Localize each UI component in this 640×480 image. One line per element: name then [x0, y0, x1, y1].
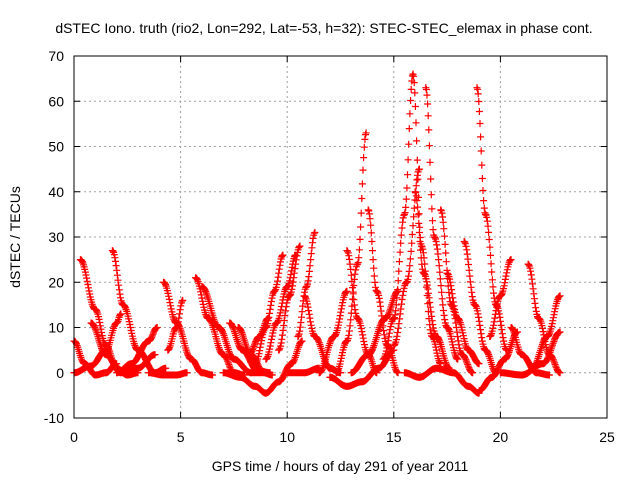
- axis-ticks: 0 5 10 15 20 25 -10 0 10 20 30 40 50 60 70: [44, 48, 615, 445]
- y-tick-label: -10: [44, 410, 64, 426]
- series-trace: [401, 364, 482, 397]
- series-trace: [486, 256, 514, 340]
- series-trace: [199, 283, 265, 377]
- chart-title: dSTEC Iono. truth (rio2, Lon=292, Lat=-5…: [55, 20, 592, 36]
- y-tick-label: 10: [48, 320, 64, 336]
- series-17: [251, 251, 287, 368]
- x-tick-label: 0: [70, 429, 78, 445]
- series-trace: [444, 270, 482, 368]
- series-trace: [220, 369, 269, 397]
- series-25: [326, 346, 398, 390]
- series-11: [198, 283, 266, 377]
- series-trace: [252, 252, 286, 367]
- data-point: [400, 210, 408, 218]
- y-tick-label: 20: [48, 274, 64, 290]
- series-trace: [263, 337, 305, 397]
- series-trace: [275, 243, 303, 354]
- series-27: [409, 70, 445, 368]
- series-7: [160, 278, 217, 379]
- series-28: [390, 165, 423, 350]
- series-trace: [164, 297, 186, 354]
- x-tick-label: 15: [386, 429, 402, 445]
- series-8: [145, 369, 191, 379]
- series-trace: [113, 324, 160, 377]
- series-41: [528, 292, 564, 372]
- x-tick-label: 20: [493, 429, 509, 445]
- series-trace: [529, 292, 563, 372]
- series-43: [315, 287, 351, 377]
- x-axis-title: GPS time / hours of day 291 of year 2011: [212, 458, 469, 474]
- series-trace: [316, 288, 350, 377]
- series-trace: [422, 86, 461, 363]
- series-trace: [461, 238, 499, 377]
- series-6: [113, 324, 161, 377]
- x-tick-label: 10: [279, 429, 295, 445]
- series-20: [294, 228, 319, 341]
- series-26: [379, 70, 417, 363]
- x-tick-label: 5: [177, 429, 185, 445]
- series-trace: [348, 288, 401, 377]
- series-trace: [410, 72, 444, 367]
- series-trace: [474, 85, 510, 354]
- y-tick-label: 40: [48, 184, 64, 200]
- y-axis-title: dSTEC / TECUs: [7, 186, 23, 288]
- y-tick-label: 50: [48, 139, 64, 155]
- series-trace: [476, 328, 521, 395]
- data-points: [70, 70, 564, 397]
- y-tick-label: 60: [48, 93, 64, 109]
- series-16: [245, 314, 272, 359]
- series-24: [364, 206, 402, 377]
- y-tick-label: 0: [56, 365, 64, 381]
- series-38: [507, 324, 553, 379]
- plot-frame: [73, 55, 608, 419]
- series-42: [347, 287, 402, 377]
- series-trace: [380, 72, 416, 363]
- series-29: [411, 188, 453, 372]
- y-tick-label: 30: [48, 229, 64, 245]
- series-trace: [412, 189, 453, 372]
- series-15: [262, 337, 306, 397]
- x-tick-label: 25: [599, 429, 615, 445]
- series-32: [443, 269, 483, 368]
- data-point: [473, 84, 481, 92]
- series-37: [486, 256, 515, 341]
- series-trace: [160, 279, 216, 379]
- series-trace: [284, 364, 323, 377]
- series-30: [422, 84, 462, 363]
- y-tick-label: 70: [48, 48, 64, 64]
- series-19: [275, 242, 304, 354]
- series-trace: [365, 207, 401, 376]
- series-trace: [390, 166, 423, 349]
- series-35: [400, 364, 483, 397]
- series-9: [164, 296, 187, 354]
- series-44: [283, 364, 323, 377]
- series-34: [473, 84, 511, 354]
- data-point: [422, 84, 430, 92]
- series-trace: [145, 369, 190, 379]
